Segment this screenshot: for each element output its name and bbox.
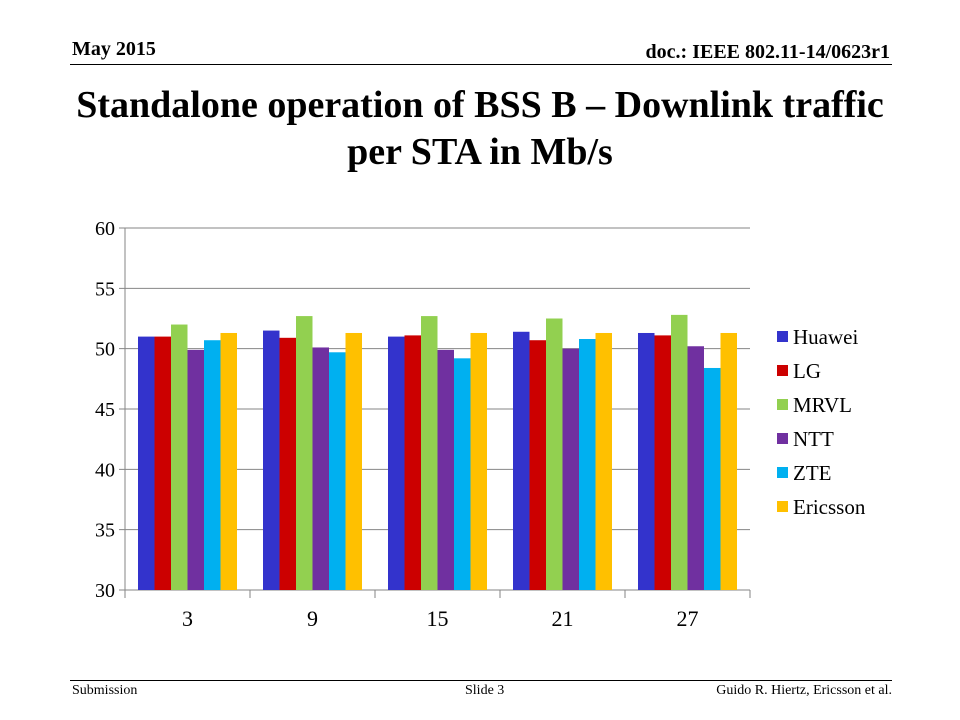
header-divider: [70, 64, 892, 65]
legend-label-lg: LG: [793, 359, 821, 383]
legend-label-ntt: NTT: [793, 427, 834, 451]
x-tick-label: 21: [552, 606, 574, 631]
y-tick-label: 30: [95, 580, 115, 602]
y-tick-label: 35: [95, 520, 115, 542]
bar-ntt-9: [312, 347, 329, 590]
legend-swatch-lg: [777, 365, 788, 376]
y-tick-label: 55: [95, 278, 115, 300]
bar-ericsson-21: [595, 332, 612, 590]
bar-mrvl-9: [296, 316, 313, 590]
legend-label-huawei: Huawei: [793, 325, 858, 349]
bar-lg-9: [279, 337, 296, 590]
bar-ntt-27: [687, 346, 704, 590]
bar-huawei-9: [263, 330, 280, 590]
y-tick-label: 45: [95, 399, 115, 421]
bar-ntt-15: [437, 349, 454, 590]
footer-submission: Submission: [72, 683, 138, 698]
bar-zte-3: [204, 340, 221, 590]
header-doc-id: doc.: IEEE 802.11-14/0623r1: [645, 41, 890, 63]
footer-slide-number: Slide 3: [465, 683, 505, 698]
legend-swatch-ericsson: [777, 501, 788, 512]
legend-swatch-huawei: [777, 331, 788, 342]
x-tick-label: 9: [307, 606, 318, 631]
legend-swatch-mrvl: [777, 399, 788, 410]
legend-label-mrvl: MRVL: [793, 393, 852, 417]
footer-author: Guido R. Hiertz, Ericsson et al.: [716, 683, 892, 698]
bar-huawei-21: [513, 331, 530, 590]
bar-ericsson-3: [220, 332, 237, 590]
bar-ntt-21: [562, 348, 579, 590]
bar-huawei-15: [388, 336, 405, 590]
y-tick-label: 50: [95, 339, 115, 361]
legend-label-zte: ZTE: [793, 461, 831, 485]
header-date: May 2015: [72, 38, 156, 60]
bar-huawei-3: [138, 336, 155, 590]
bar-zte-9: [329, 352, 346, 590]
x-tick-label: 27: [677, 606, 699, 631]
bar-lg-3: [154, 336, 171, 590]
bar-lg-15: [404, 335, 421, 590]
bar-mrvl-15: [421, 316, 438, 590]
footer-divider: [70, 680, 892, 681]
bar-ericsson-27: [720, 332, 737, 590]
bar-ericsson-9: [345, 332, 362, 590]
y-tick-label: 60: [95, 218, 115, 240]
bar-lg-21: [529, 340, 546, 590]
bar-zte-15: [454, 358, 471, 590]
bar-mrvl-27: [671, 314, 688, 590]
legend-swatch-zte: [777, 467, 788, 478]
bar-ericsson-15: [470, 332, 487, 590]
legend-swatch-ntt: [777, 433, 788, 444]
x-tick-label: 15: [427, 606, 449, 631]
bar-zte-27: [704, 367, 721, 590]
bar-zte-21: [579, 339, 596, 590]
bar-huawei-27: [638, 332, 655, 590]
y-tick-label: 40: [95, 459, 115, 481]
bar-lg-27: [654, 335, 671, 590]
bar-mrvl-21: [546, 318, 563, 590]
x-tick-label: 3: [182, 606, 193, 631]
legend-label-ericsson: Ericsson: [793, 495, 866, 519]
bar-mrvl-3: [171, 324, 188, 590]
slide-title: Standalone operation of BSS B – Downlink…: [76, 84, 884, 173]
bar-ntt-3: [187, 349, 204, 590]
